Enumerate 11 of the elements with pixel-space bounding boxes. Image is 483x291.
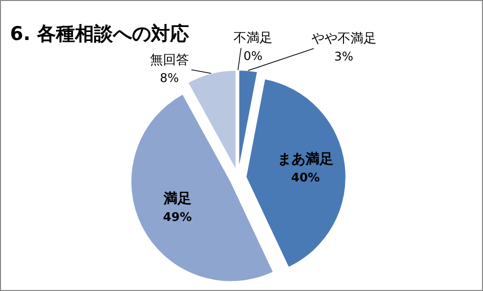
data-label: 8%: [160, 70, 179, 85]
data-label: 49%: [163, 210, 192, 224]
slice-label: まあ満足: [277, 151, 334, 168]
text: 0%: [243, 49, 263, 63]
slice-label: やや不満足: [311, 32, 376, 47]
category-label: 不満足: [234, 31, 272, 46]
data-label: 3%: [334, 50, 354, 64]
slice-label: 無回答: [150, 52, 189, 68]
data-label: 40%: [291, 170, 320, 184]
chart-title: 6. 各種相談への対応: [10, 23, 190, 45]
slice-label: 満足: [162, 190, 192, 207]
